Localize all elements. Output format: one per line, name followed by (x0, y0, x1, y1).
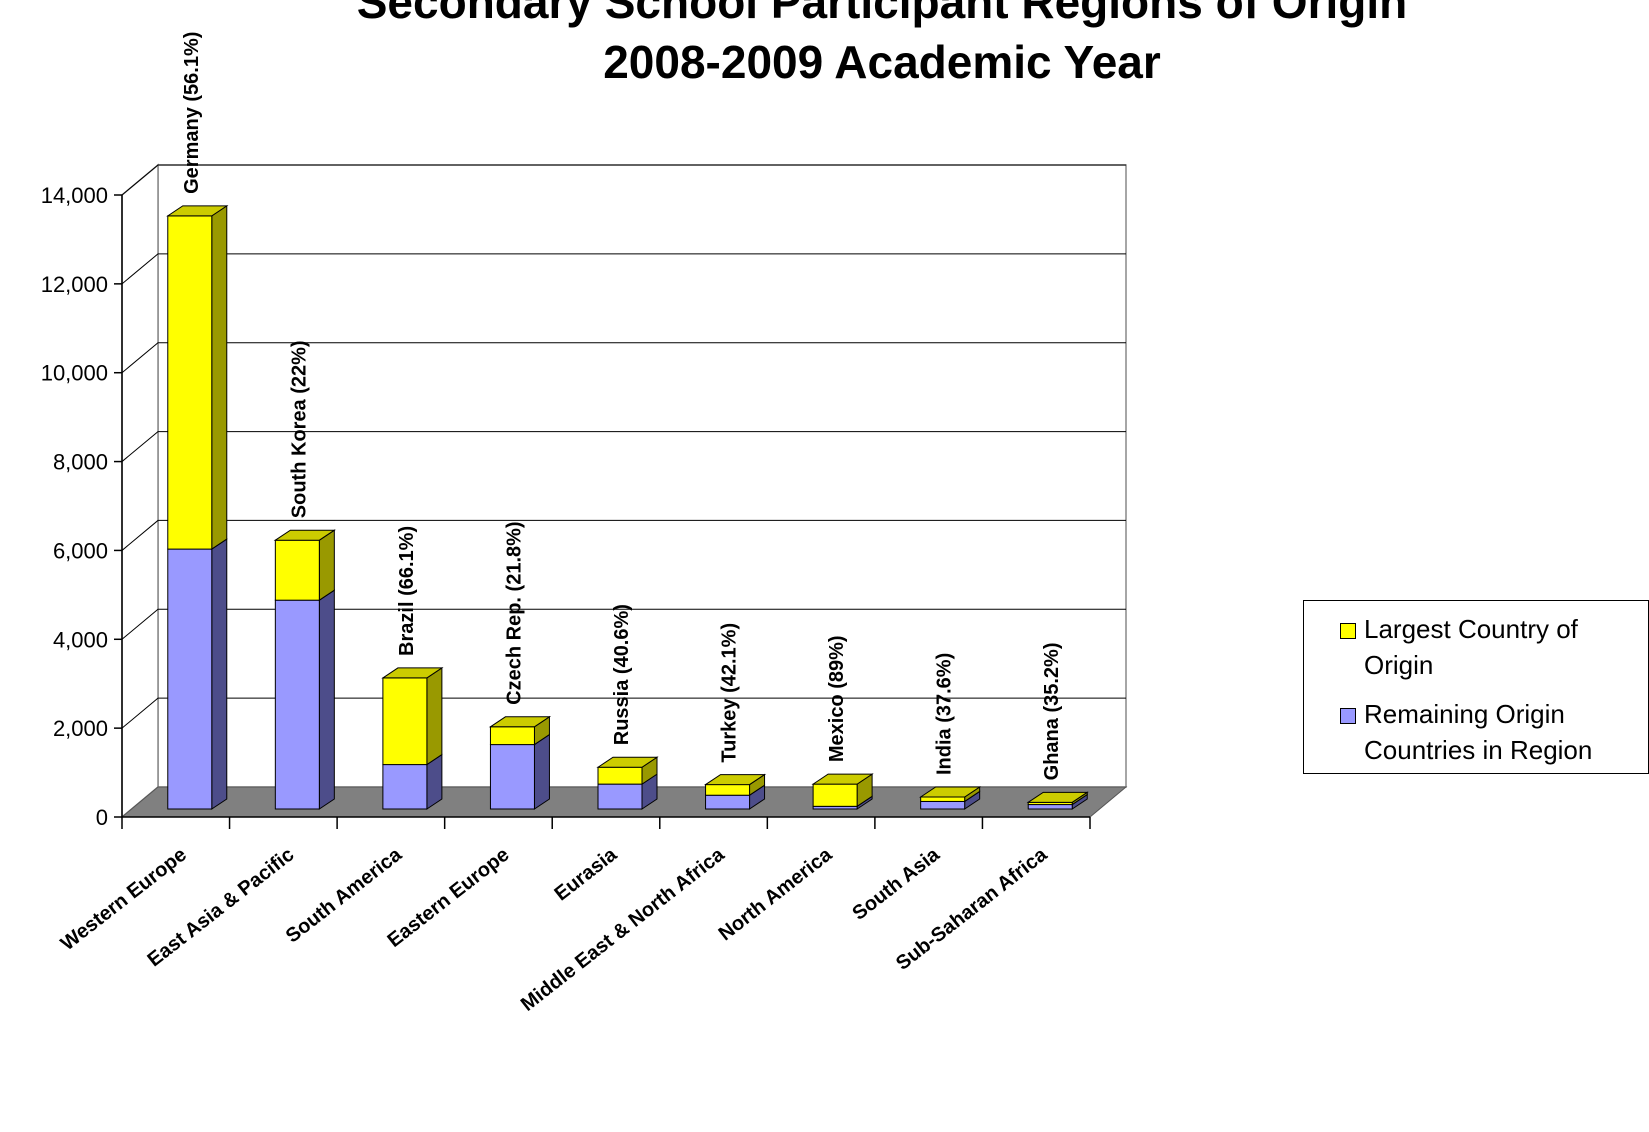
bar-data-label-south-america: Brazil (66.1%) (396, 526, 418, 656)
bar-top-south-america (381, 667, 444, 679)
bar-south-asia-remaining (920, 800, 966, 810)
x-category-label-eurasia: Eurasia (551, 843, 622, 905)
bar-western-europe-remaining (167, 548, 213, 810)
plot-area: 0 2,000 4,000 6,000 8,000 10,000 12,000 14,000 G… (41, 32, 1128, 1016)
bar-top-east-asia-pacific (273, 529, 336, 541)
bar-data-label-south-asia: India (37.6%) (934, 653, 956, 775)
bar-side-east-asia-pacific-remaining (318, 589, 335, 810)
y-tick-label: 10,000 (41, 361, 108, 386)
bar-north-america-largest (812, 783, 858, 807)
gridline (121, 164, 1126, 196)
gridline (121, 697, 1126, 729)
bar-side-western-europe-largest (211, 204, 228, 551)
bar-western-europe-largest (167, 215, 213, 550)
bar-data-label-sub-saharan-africa: Ghana (35.2%) (1041, 643, 1063, 781)
y-tick-label: 12,000 (41, 272, 108, 297)
bar-eastern-europe-remaining (489, 744, 535, 810)
bar-data-label-eurasia: Russia (40.6%) (611, 604, 633, 745)
bar-east-asia-pacific-remaining (274, 599, 320, 810)
gridline (121, 431, 1126, 462)
bar-south-america-largest (382, 677, 428, 766)
y-tick-label: 14,000 (41, 183, 108, 208)
gridline (121, 519, 1126, 551)
y-tick-label: 6,000 (53, 538, 108, 563)
bar-top-western-europe (166, 205, 229, 217)
bar-eastern-europe-largest (489, 726, 535, 746)
x-category-label-south-asia: South Asia (848, 843, 944, 925)
bar-eurasia-remaining (597, 783, 643, 810)
bar-middle-east-north-africa-remaining (705, 794, 751, 810)
bar-top-sub-saharan-africa (1026, 791, 1089, 803)
chart-title-line-2: 2008-2009 Academic Year (603, 36, 1161, 88)
bar-side-western-europe-remaining (211, 538, 228, 810)
gridline (121, 253, 1126, 285)
bar-top-eastern-europe (488, 716, 552, 728)
gridline (121, 342, 1126, 374)
legend-swatch-largest-country (1340, 623, 1356, 639)
bar-middle-east-north-africa-largest (705, 784, 751, 796)
x-category-label-middle-east-north-africa: Middle East & North Africa (517, 843, 729, 1016)
y-tick-label: 0 (96, 805, 108, 830)
bar-top-north-america (811, 773, 874, 785)
gridline (121, 608, 1126, 640)
bar-data-label-eastern-europe: Czech Rep. (21.8%) (503, 521, 525, 704)
y-tick-label: 8,000 (53, 450, 108, 475)
x-category-label-north-america: North America (715, 843, 837, 945)
bar-data-label-east-asia-pacific: South Korea (22%) (288, 340, 310, 518)
bar-data-label-north-america: Mexico (89%) (826, 635, 848, 762)
bar-data-label-western-europe: Germany (56.1%) (181, 32, 203, 194)
legend: Largest Country of Origin Remaining Orig… (1303, 600, 1649, 774)
y-tick-label: 2,000 (53, 716, 108, 741)
y-tick-label: 4,000 (53, 627, 108, 652)
bar-side-south-america-largest (426, 667, 443, 766)
chart-title-line-1: Secondary School Participant Regions of … (357, 0, 1408, 28)
bar-top-middle-east-north-africa (703, 774, 767, 786)
legend-label-largest-country: Largest Country of Origin (1364, 614, 1578, 680)
bar-side-east-asia-pacific-largest (318, 529, 335, 602)
side-wall (121, 163, 159, 819)
bar-sub-saharan-africa-remaining (1027, 804, 1073, 810)
bar-south-asia-largest (920, 796, 966, 802)
bar-side-eastern-europe-remaining (533, 733, 550, 810)
bar-data-label-middle-east-north-africa: Turkey (42.1%) (719, 623, 741, 763)
bar-top-south-asia (919, 786, 982, 798)
bar-eurasia-largest (597, 766, 643, 785)
legend-swatch-remaining-countries (1340, 708, 1356, 724)
bar-south-america-remaining (382, 764, 428, 810)
bar-east-asia-pacific-largest (274, 539, 320, 601)
bar-top-eurasia (596, 756, 659, 768)
legend-label-remaining-countries: Remaining Origin Countries in Region (1364, 699, 1593, 765)
